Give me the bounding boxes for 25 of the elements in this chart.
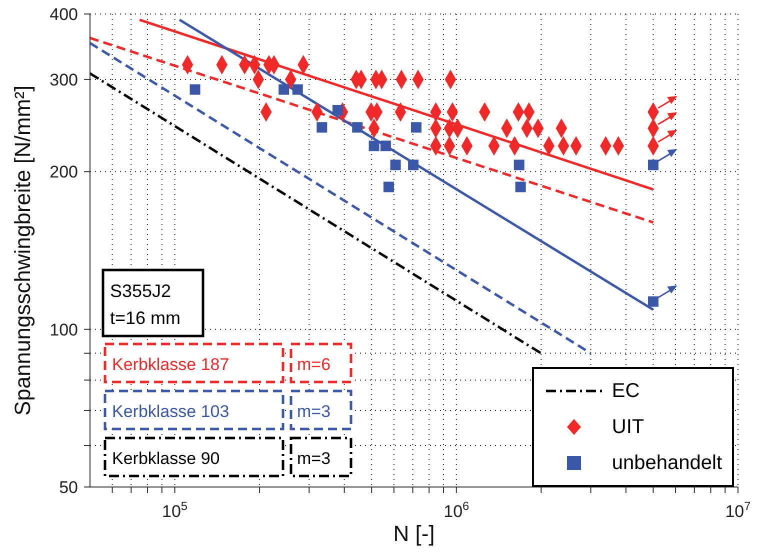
annotation: Kerbklasse 90 (112, 449, 220, 468)
y-tick-label: 200 (50, 162, 78, 182)
y-axis-title: Spannungsschwingbreite [N/mm²] (10, 85, 35, 416)
legend-label: UIT (612, 416, 644, 438)
x-tick-label: 10$^{6}$ (444, 499, 470, 521)
y-tick-label: 50 (59, 478, 78, 497)
annotation: m=6 (297, 355, 331, 374)
text-frame: Kerbklasse 103 m=3 (104, 390, 352, 430)
x-tick-label: 10$^{5}$ (162, 499, 188, 521)
legend-label: unbehandelt (612, 452, 722, 474)
annotation: S355J2 (110, 281, 172, 301)
text-frame: Kerbklasse 187 m=6 (104, 342, 352, 384)
x-axis-title: N [-] (393, 521, 435, 546)
y-tick-label: 100 (50, 320, 78, 340)
annotation: m=3 (297, 449, 331, 468)
annotation: Kerbklasse 187 (112, 355, 230, 374)
legend-label: EC (612, 380, 640, 402)
y-tick-label: 400 (50, 5, 78, 24)
text-frame: S355J2 t=16 mm (102, 268, 204, 338)
y-tick-label: 300 (50, 70, 78, 90)
annotation: m=3 (297, 402, 331, 421)
annotation: Kerbklasse 103 (112, 402, 230, 421)
annotation: t=16 mm (110, 308, 181, 328)
x-tick-label: 10$^{7}$ (725, 499, 752, 521)
text-frame: Kerbklasse 90 m=3 (104, 436, 352, 478)
